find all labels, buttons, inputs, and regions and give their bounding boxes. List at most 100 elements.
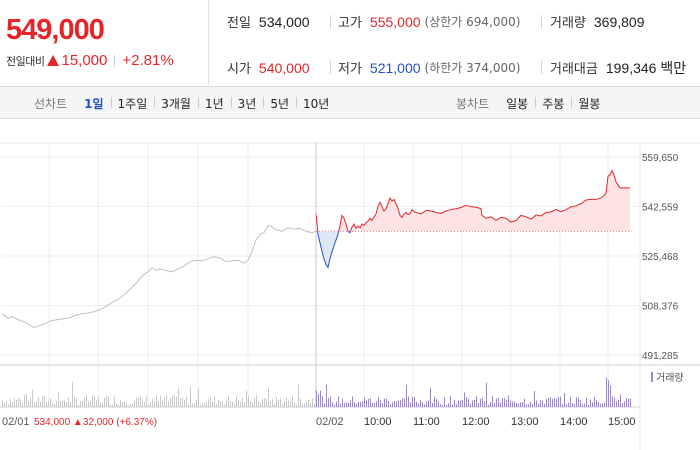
- volume-bar: [94, 396, 95, 407]
- tab-weekly[interactable]: 주봉: [535, 95, 571, 112]
- volume-bar: [72, 382, 73, 407]
- tab-5y[interactable]: 5년: [263, 95, 296, 112]
- tab-1w[interactable]: 1주일: [110, 95, 155, 112]
- volume-bar: [620, 394, 621, 407]
- volume-bar: [266, 399, 267, 407]
- y-tick-label: 491,285: [642, 351, 679, 362]
- tab-3y[interactable]: 3년: [230, 95, 264, 112]
- volume-value: 369,809: [593, 13, 645, 30]
- open-value: 540,000: [258, 59, 310, 76]
- volume-bar: [574, 403, 575, 407]
- divider: [541, 60, 542, 74]
- tab-10y[interactable]: 10년: [296, 95, 336, 112]
- volume-bar: [170, 397, 171, 407]
- volume-bar: [360, 402, 361, 407]
- volume-bar: [126, 403, 127, 407]
- volume-bar: [120, 400, 121, 407]
- tab-3m[interactable]: 3개월: [154, 95, 198, 112]
- volume-bar: [264, 397, 265, 407]
- volume-bar: [420, 399, 421, 407]
- volume-bar: [240, 401, 241, 407]
- tab-1d[interactable]: 1일: [84, 96, 104, 111]
- tab-monthly[interactable]: 월봉: [571, 95, 607, 112]
- volume-bar: [474, 399, 475, 407]
- volume-bar: [416, 401, 417, 407]
- volume-bar: [382, 402, 383, 407]
- volume-bar: [230, 400, 231, 407]
- volume-bar: [466, 397, 467, 407]
- volume-bar: [152, 398, 153, 407]
- volume-bar: [332, 402, 333, 407]
- volume-bar: [508, 395, 509, 407]
- volume-bar: [596, 400, 597, 407]
- x-tick-label: 12:00: [462, 416, 490, 428]
- volume-bar: [30, 398, 31, 407]
- volume-bar: [482, 397, 483, 407]
- volume-bar: [566, 404, 567, 407]
- volume-bar: [6, 400, 7, 407]
- volume-bar: [502, 398, 503, 407]
- volume-bar: [578, 397, 579, 407]
- volume-bar: [276, 396, 277, 407]
- volume-bar: [280, 398, 281, 407]
- volume-bar: [478, 402, 479, 407]
- volume-bar: [138, 397, 139, 407]
- volume-bar: [446, 404, 447, 407]
- tab-1y[interactable]: 1년: [197, 95, 231, 112]
- volume-bar: [124, 402, 125, 407]
- volume-bar: [622, 403, 623, 407]
- volume-bar: [312, 398, 313, 407]
- volume-bar: [216, 404, 217, 407]
- upper-limit-value: (상한가 694,000): [424, 15, 521, 29]
- volume-bar: [294, 402, 295, 407]
- volume-bar: [440, 404, 441, 407]
- volume-bar: [42, 395, 43, 407]
- today-up-area: [316, 170, 630, 232]
- volume-bar: [300, 398, 301, 407]
- x-tick-label: 15:00: [608, 416, 636, 428]
- volume-bar: [324, 403, 325, 407]
- volume-bar: [26, 393, 27, 407]
- volume-bar: [36, 401, 37, 407]
- volume-bar: [418, 403, 419, 407]
- volume-bar: [422, 401, 423, 407]
- volume-bar: [600, 403, 601, 407]
- volume-bar: [218, 400, 219, 407]
- change-label: 전일대비: [6, 54, 45, 68]
- volume-bar: [46, 402, 47, 407]
- volume-bar: [86, 395, 87, 407]
- volume-bar: [206, 401, 207, 407]
- volume-bar: [450, 396, 451, 407]
- volume-bar: [558, 397, 559, 407]
- volume-bar: [290, 400, 291, 407]
- prev-close-label: 전일: [227, 16, 251, 31]
- volume-bar: [322, 396, 323, 407]
- volume-bar: [464, 392, 465, 407]
- volume-bar: [260, 403, 261, 407]
- volume-bar: [100, 402, 101, 407]
- volume-bar: [160, 396, 161, 407]
- volume-bar: [102, 403, 103, 407]
- volume-bar: [284, 401, 285, 407]
- volume-bar: [202, 403, 203, 407]
- volume-bar: [610, 385, 611, 407]
- volume-bar: [388, 400, 389, 407]
- volume-bar: [80, 401, 81, 407]
- volume-bar: [232, 401, 233, 407]
- volume-bar: [110, 404, 111, 407]
- volume-bar: [618, 399, 619, 407]
- volume-bar: [408, 396, 409, 407]
- volume-bar: [144, 401, 145, 407]
- volume-bar: [380, 400, 381, 407]
- prev-day-line: [1, 224, 317, 328]
- tab-daily[interactable]: 일봉: [506, 96, 529, 111]
- volume-bar: [166, 395, 167, 407]
- volume-bar: [352, 396, 353, 407]
- volume-bar: [348, 402, 349, 407]
- low-label: 저가: [338, 62, 362, 77]
- volume-label: 거래량: [550, 16, 586, 31]
- volume-bar: [40, 401, 41, 407]
- volume-bar: [302, 404, 303, 407]
- volume-bar: [354, 401, 355, 407]
- volume-bar: [60, 400, 61, 407]
